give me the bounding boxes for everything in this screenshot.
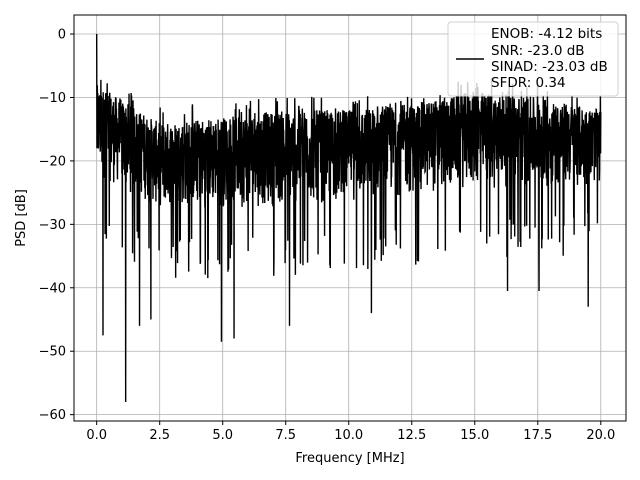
plot-frame bbox=[73, 14, 627, 422]
x-tick-label: 0.0 bbox=[86, 428, 107, 443]
y-tick-label: −30 bbox=[39, 218, 66, 233]
y-tick-label: −50 bbox=[39, 345, 66, 360]
y-tick-label: 0 bbox=[58, 28, 66, 43]
x-tick-label: 7.5 bbox=[275, 428, 296, 443]
x-tick-label: 17.5 bbox=[523, 428, 552, 443]
legend: ENOB: -4.12 bits SNR: -23.0 dB SINAD: -2… bbox=[447, 21, 619, 97]
y-tick-label: −20 bbox=[39, 154, 66, 169]
x-axis-ticks: 0.0 2.5 5.0 7.5 10.0 12.5 15.0 17.5 20.0 bbox=[86, 421, 615, 443]
y-axis-ticks: 0 −10 −20 −30 −40 −50 −60 bbox=[39, 28, 74, 423]
x-tick-label: 15.0 bbox=[460, 428, 489, 443]
y-axis-label: PSD [dB] bbox=[14, 189, 29, 247]
legend-sinad: SINAD: -23.03 dB bbox=[491, 59, 608, 75]
x-tick-label: 20.0 bbox=[586, 428, 615, 443]
x-tick-label: 12.5 bbox=[397, 428, 426, 443]
y-tick-label: −40 bbox=[39, 281, 66, 296]
legend-box bbox=[447, 21, 619, 97]
x-axis-label: Frequency [MHz] bbox=[295, 451, 404, 466]
y-tick-label: −10 bbox=[39, 91, 66, 106]
x-tick-label: 5.0 bbox=[212, 428, 233, 443]
y-tick-label: −60 bbox=[39, 408, 66, 423]
legend-enob: ENOB: -4.12 bits bbox=[491, 26, 602, 42]
psd-series-line bbox=[95, 34, 602, 402]
legend-snr: SNR: -23.0 dB bbox=[491, 43, 585, 59]
x-tick-label: 10.0 bbox=[334, 428, 363, 443]
x-tick-label: 2.5 bbox=[149, 428, 170, 443]
plot-area bbox=[95, 34, 602, 402]
legend-sfdr: SFDR: 0.34 bbox=[491, 75, 566, 91]
